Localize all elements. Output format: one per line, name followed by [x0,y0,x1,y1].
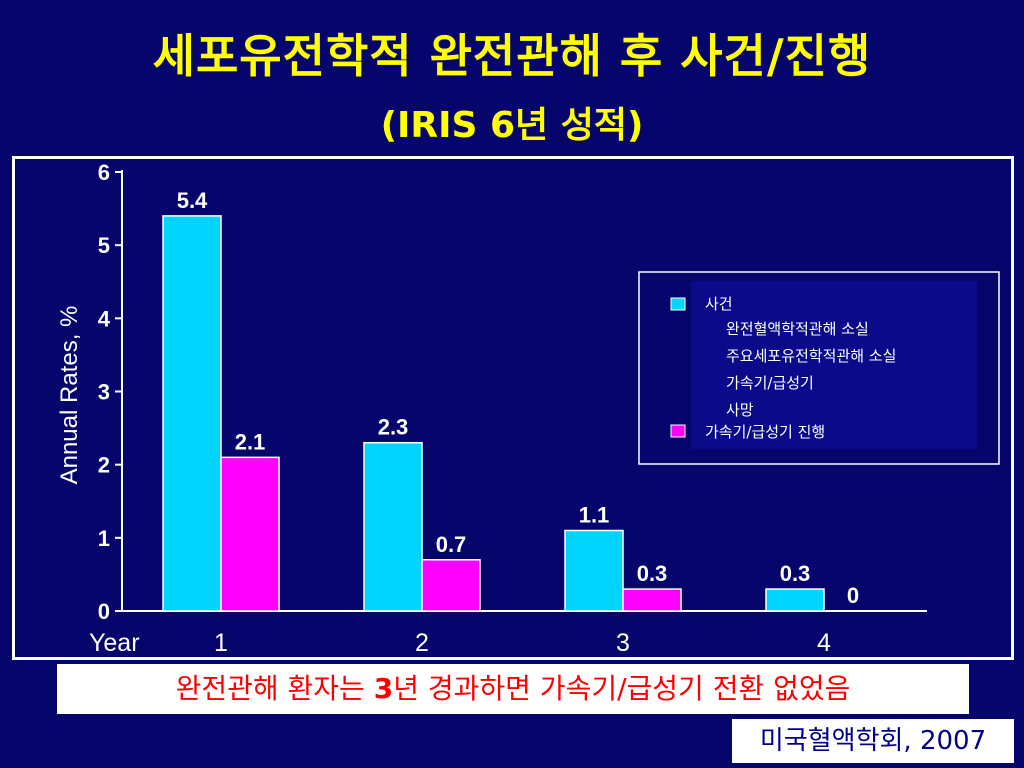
x-tick-label: 4 [817,629,831,657]
slide-subtitle: (IRIS 6년 성적) [380,105,644,146]
data-label: 0.3 [780,561,811,586]
events-bar [363,441,423,612]
source-citation: 미국혈액학회, 2007 [732,719,1014,763]
y-tick-label: 3 [98,380,110,405]
y-tick-label: 5 [98,233,110,258]
x-tick-label: 3 [616,629,630,657]
summary-note: 완전관해 환자는 3년 경과하면 가속기/급성기 전환 없었음 [57,664,969,714]
data-label: 5.4 [177,188,208,213]
slide-title: 세포유전학적 완전관해 후 사건/진행 [152,29,872,83]
legend-inner-panel [691,281,977,449]
chart-frame: 0 1 2 3 4 5 6 Annual Rates, % Year 5.4 2.1 1 2.3 0.7 2… [12,156,1014,660]
bar-chart: 0 1 2 3 4 5 6 Annual Rates, % Year 5.4 2.1 1 2.3 0.7 2… [56,160,1000,657]
legend-sublabel: 완전혈액학적관해 소실 [726,320,869,338]
x-tick-label: 2 [415,629,429,657]
events-bar [765,588,825,612]
y-tick-label: 6 [98,160,110,185]
legend-sublabel: 주요세포유전학적관해 소실 [726,347,896,365]
note-bold-number: 3 [373,672,394,705]
legend-swatch-events [670,297,686,311]
x-tick-label: 1 [214,629,228,657]
x-axis-label: Year [89,629,140,657]
events-bar [564,529,624,612]
y-tick-label: 4 [98,306,111,331]
data-label: 0 [847,583,859,608]
y-axis-label: Annual Rates, % [56,306,83,485]
events-bar [162,215,222,612]
progression-bar [421,559,481,612]
legend-sublabel: 사망 [726,401,754,419]
progression-bar [622,588,682,612]
legend-swatch-progression [670,424,686,438]
data-label: 0.7 [436,532,467,557]
data-label: 2.1 [235,429,266,454]
data-label: 0.3 [637,561,668,586]
y-tick-label: 0 [98,599,110,624]
legend-label-progression: 가속기/급성기 진행 [705,423,825,441]
y-tick-label: 1 [98,526,110,551]
data-label: 2.3 [378,415,409,440]
legend-sublabel: 가속기/급성기 [726,374,814,392]
y-tick-label: 2 [98,453,110,478]
note-text-2: 년 경과하면 가속기/급성기 전환 없었음 [393,672,851,705]
note-text-1: 완전관해 환자는 [175,672,374,705]
legend-label-events: 사건 [705,295,733,313]
progression-bar [220,456,280,612]
data-label: 1.1 [579,503,610,528]
